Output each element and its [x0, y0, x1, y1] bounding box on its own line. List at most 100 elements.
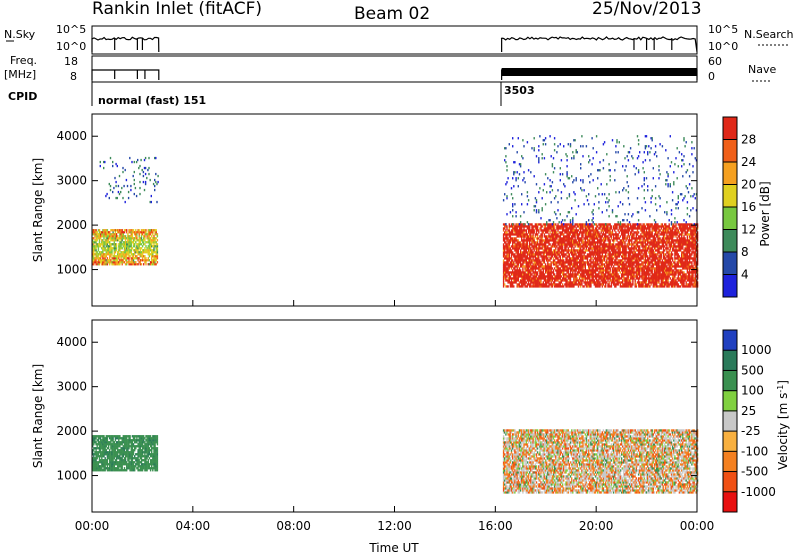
heatmap-cell: [665, 283, 667, 286]
heatmap-cell: [591, 243, 593, 246]
heatmap-cell: [549, 269, 551, 272]
heatmap-cell: [149, 263, 152, 266]
heatmap-cell: [536, 247, 539, 250]
heatmap-cell: [558, 269, 560, 272]
heatmap-cell: [548, 225, 550, 228]
heatmap-cell: [102, 255, 104, 258]
heatmap-cell: [547, 279, 549, 282]
heatmap-cell: [649, 267, 651, 270]
heatmap-cell: [639, 245, 641, 248]
heatmap-cell: [616, 247, 618, 250]
heatmap-cell: [103, 245, 105, 248]
heatmap-cell: [609, 259, 611, 262]
heatmap-cell: [588, 229, 590, 232]
heatmap-cell: [551, 245, 554, 248]
heatmap-cell: [509, 237, 512, 240]
heatmap-cell: [626, 283, 628, 286]
heatmap-cell: [510, 231, 513, 234]
heatmap-cell: [138, 229, 140, 232]
heatmap-cell: [657, 253, 659, 256]
heatmap-cell: [642, 269, 644, 272]
heatmap-cell: [547, 249, 549, 252]
heatmap-cell: [597, 259, 599, 262]
heatmap-cell: [105, 194, 107, 198]
heatmap-cell: [673, 243, 675, 246]
heatmap-cell: [540, 265, 542, 268]
heatmap-cell: [535, 251, 538, 254]
heatmap-cell: [627, 235, 630, 238]
heatmap-cell: [602, 259, 605, 262]
heatmap-cell: [140, 263, 143, 266]
heatmap-cell: [560, 239, 563, 242]
heatmap-cell: [534, 235, 537, 238]
heatmap-cell: [590, 229, 592, 232]
heatmap-cell: [577, 235, 580, 238]
heatmap-cell: [514, 257, 516, 260]
heatmap-cell: [593, 237, 595, 240]
heatmap-cell: [671, 227, 674, 230]
heatmap-cell: [665, 253, 667, 256]
heatmap-cell: [523, 241, 525, 244]
heatmap-cell: [645, 233, 648, 236]
heatmap-cell: [111, 249, 113, 252]
heatmap-cell: [540, 273, 542, 276]
heatmap-cell: [600, 241, 602, 244]
heatmap-cell: [592, 245, 594, 248]
heatmap-cell: [558, 263, 560, 266]
heatmap-cell: [127, 233, 129, 236]
heatmap-cell: [603, 227, 606, 230]
heatmap-cell: [542, 277, 544, 280]
heatmap-cell: [598, 247, 600, 250]
heatmap-cell: [517, 257, 519, 260]
heatmap-cell: [129, 239, 131, 242]
heatmap-cell: [625, 265, 627, 268]
heatmap-cell: [506, 251, 508, 254]
heatmap-cell: [550, 227, 552, 230]
heatmap-cell: [647, 239, 649, 242]
heatmap-cell: [574, 243, 576, 246]
heatmap-cell: [639, 277, 641, 280]
heatmap-cell: [512, 271, 514, 274]
heatmap-cell: [533, 243, 535, 246]
heatmap-cell: [110, 239, 112, 242]
heatmap-cell: [609, 251, 611, 254]
heatmap-cell: [636, 277, 639, 280]
heatmap-cell: [571, 269, 573, 272]
heatmap-cell: [510, 245, 513, 248]
heatmap-cell: [557, 229, 559, 232]
heatmap-cell: [154, 156, 156, 160]
heatmap-cell: [507, 237, 509, 240]
heatmap-cell: [666, 239, 668, 242]
heatmap-cell: [145, 257, 147, 260]
heatmap-cell: [509, 265, 512, 268]
heatmap-cell: [589, 243, 591, 246]
heatmap-cell: [512, 261, 514, 264]
heatmap-cell: [534, 273, 537, 276]
heatmap-cell: [599, 239, 601, 242]
heatmap-cell: [122, 170, 124, 174]
heatmap-cell: [661, 265, 664, 268]
heatmap-cell: [558, 261, 560, 264]
heatmap-cell: [113, 229, 115, 232]
heatmap-cell: [622, 237, 624, 240]
heatmap-cell: [649, 245, 651, 248]
heatmap-cell: [649, 285, 651, 288]
heatmap-cell: [652, 255, 654, 258]
heatmap-cell: [585, 283, 588, 286]
heatmap-cell: [661, 283, 664, 286]
heatmap-cell: [574, 275, 576, 278]
heatmap-cell: [531, 231, 533, 234]
heatmap-cell: [549, 225, 551, 228]
heatmap-cell: [677, 249, 679, 252]
heatmap-cell: [113, 247, 115, 250]
heatmap-cell: [136, 239, 138, 242]
heatmap-cell: [539, 285, 541, 288]
heatmap-cell: [649, 263, 651, 266]
heatmap-cell: [138, 245, 140, 248]
heatmap-cell: [540, 279, 542, 282]
heatmap-cell: [635, 255, 637, 258]
heatmap-cell: [524, 249, 526, 252]
heatmap-cell: [515, 239, 517, 242]
heatmap-cell: [530, 261, 532, 264]
